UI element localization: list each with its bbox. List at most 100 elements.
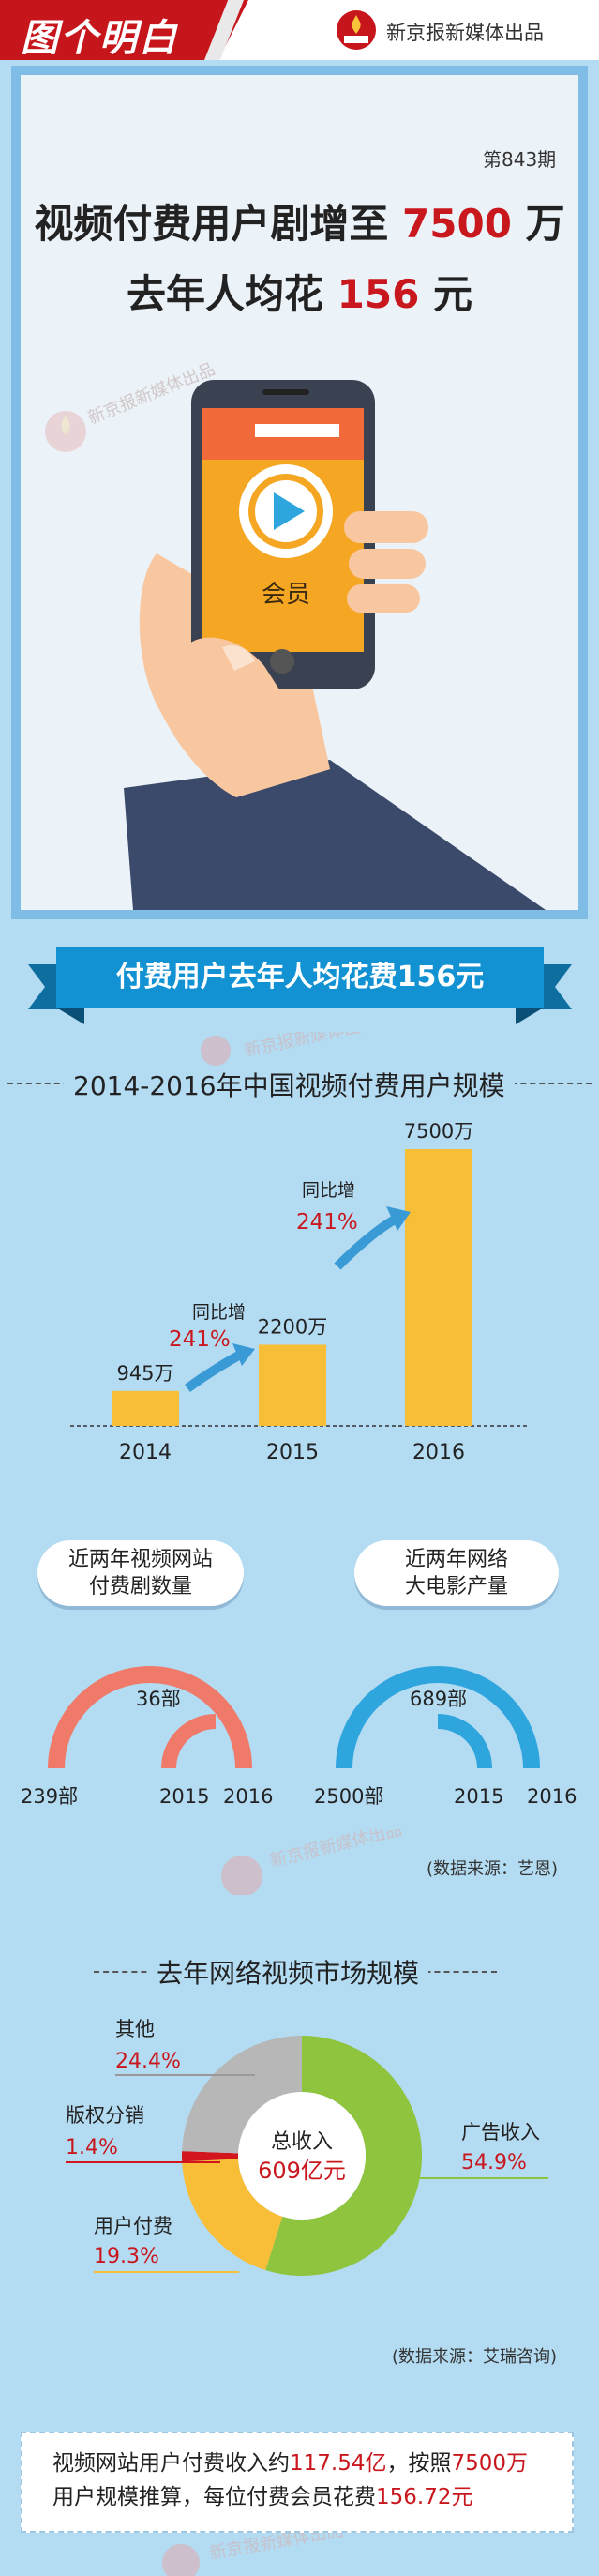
- value-user-pay: 19.3%: [94, 2245, 159, 2268]
- phone-speaker: [262, 389, 309, 395]
- bar-value-label: 2200万: [258, 1315, 327, 1338]
- gauge-value-2015: 689部: [410, 1688, 467, 1710]
- value-ads: 54.9%: [461, 2151, 527, 2174]
- gauge-year-2016: 2016: [527, 1785, 577, 1808]
- bar-value-label: 7500万: [404, 1120, 473, 1143]
- bar-category-label: 2015: [266, 1441, 319, 1464]
- summary-line-2: 用户规模推算，每位付费会员花费156.72元: [52, 2480, 559, 2514]
- gauge-arc-2016: [336, 1666, 540, 1769]
- sleeve: [124, 760, 546, 910]
- bar-category-label: 2014: [119, 1441, 172, 1464]
- donut-chart-title: 去年网络视频市场规模: [147, 1953, 429, 1991]
- summary-number: 7500万: [451, 2451, 529, 2476]
- bar-chart-title: 2014-2016年中国视频付费用户规模: [64, 1066, 515, 1103]
- value-copyright: 1.4%: [66, 2136, 118, 2159]
- label-user-pay: 用户付费: [94, 2215, 172, 2237]
- gauge-charts: 36部 239部 2015 2016 689部 2500部 2015 2016: [21, 1666, 577, 1808]
- gauge-arc-2015: [437, 1714, 492, 1769]
- phone-app-title: [255, 424, 339, 437]
- data-source-1: (数据来源：艺恩): [427, 1859, 559, 1879]
- summary-text-part: 视频网站用户付费收入约: [52, 2451, 290, 2476]
- bar-value-label: 945万: [116, 1362, 173, 1385]
- donut-slice: [181, 2151, 239, 2162]
- pill-line: 近两年视频网站: [67, 1548, 213, 1571]
- bar-2016: [405, 1149, 472, 1426]
- bar-category-label: 2016: [412, 1441, 465, 1464]
- banner-text: 付费用户去年人均花费156元: [115, 961, 485, 993]
- finger: [344, 511, 428, 543]
- donut-center-label: 总收入: [271, 2130, 333, 2154]
- data-source-2: (数据来源：艾瑞咨询): [392, 2347, 558, 2367]
- pill-web-movie-count: 近两年网络 大电影产量: [354, 1540, 559, 1606]
- gauge-arc-2016: [48, 1666, 252, 1769]
- label-copyright: 版权分销: [66, 2104, 144, 2127]
- gauge-value-2015: 36部: [136, 1688, 181, 1710]
- thumbnail: [222, 644, 255, 671]
- value-other: 24.4%: [115, 2050, 181, 2073]
- finger: [347, 584, 420, 613]
- svg-text:新京报新媒体出品: 新京报新媒体出品: [268, 1829, 404, 1871]
- headline-number: 156: [337, 271, 420, 317]
- donut-slice: [182, 2159, 283, 2270]
- pill-line: 近两年网络: [404, 1548, 508, 1571]
- label-ads: 广告收入: [461, 2121, 540, 2144]
- finger: [349, 549, 426, 579]
- watermark-icon: 新京报新媒体出品: [162, 2533, 345, 2576]
- gauge-year-2015: 2015: [454, 1785, 503, 1808]
- bar-2014: [112, 1390, 179, 1426]
- pill-line: 大电影产量: [404, 1575, 508, 1599]
- pill-drama-count: 近两年视频网站 付费剧数量: [37, 1540, 244, 1606]
- headline-text: 视频付费用户剧增至: [34, 201, 389, 247]
- donut-hole: [238, 2092, 366, 2220]
- publisher-name: 新京报新媒体出品: [386, 22, 544, 44]
- headline-unit: 万: [525, 201, 565, 247]
- gauge-year-2015: 2015: [159, 1785, 209, 1808]
- summary-box: [21, 2432, 574, 2533]
- publisher-logo-icon: [337, 10, 376, 50]
- donut-center-value: 609亿元: [258, 2158, 346, 2184]
- summary-text: 视频网站用户付费收入约117.54亿，按照7500万 用户规模推算，每位付费会员…: [52, 2447, 559, 2514]
- summary-text-part: ，按照: [386, 2451, 452, 2476]
- headline-line-2: 去年人均花 156 元: [0, 263, 599, 320]
- donut-slice: [182, 2036, 302, 2154]
- growth-label-1: 同比增: [192, 1302, 246, 1323]
- summary-line-1: 视频网站用户付费收入约117.54亿，按照7500万: [52, 2447, 559, 2480]
- gauge-arc-2015: [161, 1714, 217, 1769]
- gauge-year-2016: 2016: [223, 1785, 273, 1808]
- growth-arrow-2-head: [386, 1206, 411, 1231]
- thumb: [185, 637, 330, 797]
- pill-line: 付费剧数量: [88, 1575, 192, 1599]
- growth-value-1: 241%: [169, 1327, 231, 1352]
- svg-text:新京报新媒体出品: 新京报新媒体出品: [243, 1032, 379, 1061]
- headline-text: 去年人均花: [127, 271, 324, 317]
- growth-arrow-1: [185, 1348, 247, 1393]
- headline-number: 7500: [402, 201, 512, 247]
- bar-2015: [259, 1344, 326, 1426]
- watermark-icon: 新京报新媒体出品: [201, 1032, 379, 1066]
- gauge-value-2016: 2500部: [314, 1785, 383, 1808]
- logo-band: [0, 0, 248, 60]
- phone-home-button: [270, 649, 294, 674]
- play-icon: [274, 492, 305, 530]
- summary-number: 156.72元: [376, 2485, 473, 2509]
- label-other: 其他: [115, 2018, 155, 2040]
- logo: 图个明白: [21, 16, 178, 60]
- watermark-icon: 新京报新媒体出品: [221, 1829, 404, 1895]
- banner: [56, 947, 544, 1008]
- headline-line-1: 视频付费用户剧增至 7500 万: [0, 192, 599, 250]
- growth-arrow-1-head: [232, 1343, 255, 1366]
- growth-value-2: 241%: [296, 1210, 358, 1235]
- growth-label-2: 同比增: [302, 1180, 355, 1201]
- donut-chart: 总收入 609亿元 其他 24.4% 版权分销 1.4% 用户付费 19.3% …: [66, 2018, 548, 2276]
- issue-number: 第843期: [483, 148, 557, 171]
- svg-text:新京报新媒体出品: 新京报新媒体出品: [208, 2533, 344, 2564]
- summary-text-part: 用户规模推算，每位付费会员花费: [52, 2485, 376, 2509]
- member-label: 会员: [262, 581, 310, 609]
- summary-number: 117.54亿: [290, 2451, 387, 2476]
- phone-hand-illustration: 新京报新媒体出品 会员: [45, 359, 546, 910]
- donut-slice: [265, 2036, 423, 2276]
- headline-unit: 元: [432, 271, 472, 317]
- gauge-value-2016: 239部: [21, 1785, 78, 1808]
- watermark-icon: [45, 411, 86, 452]
